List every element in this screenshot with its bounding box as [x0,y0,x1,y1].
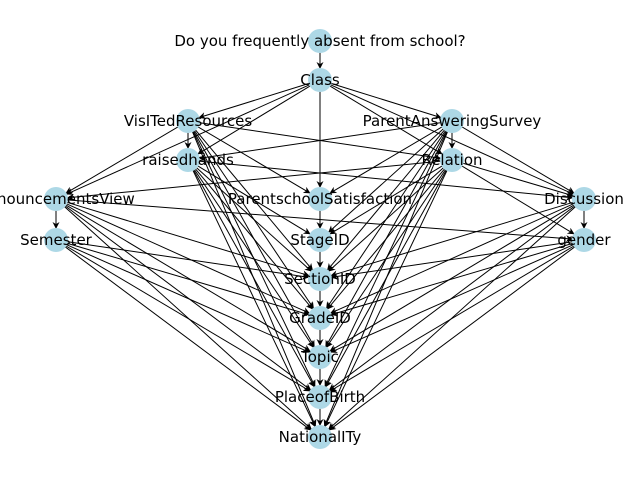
node-raised: raisedhands [142,148,234,172]
edge-raised-to-section [195,166,313,273]
edge-semester-to-topic [65,243,311,354]
node-circle [308,267,332,291]
node-label: ParentschoolSatisfaction [228,190,412,208]
node-circle [308,187,332,211]
node-circle [308,306,332,330]
edge-parentsurvey-to-stage [327,127,445,234]
edge-relation-to-birth [324,169,448,388]
node-section: SectionID [284,267,356,291]
node-label: Relation [421,151,482,169]
node-circle [308,425,332,449]
node-label: StageID [290,231,349,249]
edge-relation-to-grade [326,168,446,310]
node-circle [308,385,332,409]
node-stage: StageID [290,228,350,252]
node-circle [308,228,332,252]
node-birth: PlaceofBirth [275,385,365,409]
edge-gender-to-birth [329,245,575,392]
node-semester: Semester [20,228,93,252]
edge-semester-to-nationality [64,246,312,431]
node-label: gender [557,231,611,249]
node-circle [572,187,596,211]
edge-class-to-raised [197,85,311,155]
edge-discussion-to-topic [329,204,575,352]
edge-discussion-to-grade [329,203,575,314]
node-visited: VisITedResources [124,109,252,133]
node-label: GradeID [289,309,351,327]
node-label: Discussion [544,190,624,208]
edge-announce-to-topic [65,204,311,352]
edge-relation-to-stage [329,165,443,235]
edge-announce-to-section [66,201,310,278]
edge-gender-to-nationality [328,246,576,431]
node-circle [572,228,596,252]
node-circle [308,345,332,369]
node-absence: Do you frequently absent from school? [174,29,466,53]
node-label: Topic [300,348,339,366]
node-gender: gender [557,228,611,252]
node-circle [440,148,464,172]
node-label: raisedhands [142,151,234,169]
edge-semester-to-section [66,241,310,280]
node-circle [176,109,200,133]
node-label: Do you frequently absent from school? [174,32,465,50]
node-pss: ParentschoolSatisfaction [228,187,412,211]
node-label: PlaceofBirth [275,388,365,406]
node-circle [440,109,464,133]
edge-announce-to-grade [65,203,311,314]
edge-raised-to-birth [192,169,316,388]
node-circle [44,228,68,252]
nodes-layer: Do you frequently absent from school? Cla… [0,29,624,449]
edge-visited-to-announce [65,126,179,194]
edges-layer [52,52,588,431]
node-circle [176,148,200,172]
node-circle [308,68,332,92]
node-discussion: Discussion [544,187,624,211]
edge-parentsurvey-to-discussion [461,126,575,194]
node-label: Semester [20,231,93,249]
edge-relation-to-section [327,166,445,273]
edge-parentsurvey-to-raised [198,122,442,161]
node-grade: GradeID [289,306,351,330]
edge-relation-to-discussion [462,162,574,198]
edge-gender-to-section [330,241,574,280]
edge-raised-to-stage [197,165,311,235]
node-parentsurvey: ParentAnsweringSurvey [363,109,542,133]
node-label: VisITedResources [124,112,252,130]
edge-discussion-to-section [330,201,574,278]
edge-class-to-relation [329,85,443,155]
node-nationality: NationalITy [279,425,362,449]
node-circle [44,187,68,211]
node-class: Class [300,68,340,92]
edge-gender-to-grade [330,242,574,317]
edge-relation-to-announce [66,160,442,201]
node-label: NationalITy [279,428,362,446]
edge-parentsurvey-to-pss [329,126,443,194]
edge-relation-to-gender [461,165,575,235]
edge-semester-to-birth [65,245,311,392]
node-circle [308,29,332,53]
node-label: Class [300,71,340,89]
node-label: ParentAnsweringSurvey [363,112,542,130]
node-label: SectionID [284,270,356,288]
node-announce: AnnouncementsView [0,187,135,211]
edge-class-to-parentsurvey [330,82,442,120]
node-relation: Relation [421,148,483,172]
edge-raised-to-grade [194,168,314,310]
edge-gender-to-topic [329,243,575,354]
edge-class-to-visited [198,82,310,120]
edge-semester-to-grade [66,242,310,317]
edge-visited-to-pss [197,126,311,194]
node-topic: Topic [300,345,339,369]
edge-raised-to-discussion [198,160,574,201]
node-label: AnnouncementsView [0,190,135,208]
